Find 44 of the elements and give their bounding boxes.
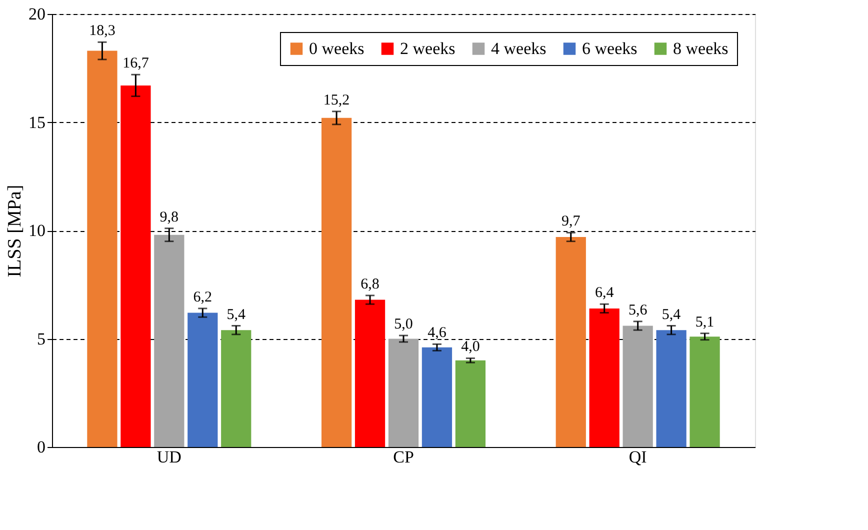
data-label: 5,6 <box>628 302 648 318</box>
x-tick-label: CP <box>393 448 414 466</box>
data-label: 4,6 <box>428 325 447 342</box>
x-tick-label: QI <box>628 448 648 466</box>
data-label: 5,4 <box>226 306 246 323</box>
data-label: 16,7 <box>122 56 150 72</box>
x-tick-label: UD <box>156 448 182 466</box>
legend-label: 8 weeks <box>673 38 728 58</box>
data-label: 5,4 <box>662 306 682 323</box>
bar <box>690 336 720 447</box>
y-tick-label: 10 <box>28 221 46 240</box>
data-label: 5,1 <box>695 314 714 330</box>
legend-label: 0 weeks <box>309 38 364 58</box>
data-label: 15,2 <box>323 92 350 108</box>
bar <box>87 50 118 447</box>
y-tick-label: 15 <box>28 112 46 132</box>
data-label: 5,0 <box>394 316 413 333</box>
legend-label: 2 weeks <box>400 38 456 58</box>
bar <box>120 85 151 447</box>
data-label: 6,2 <box>193 289 212 306</box>
data-label: 9,7 <box>562 214 581 230</box>
y-tick-label: 0 <box>37 438 46 456</box>
legend-label: 4 weeks <box>491 38 546 58</box>
bar <box>455 360 486 447</box>
y-axis-title: ILSS [MPa] <box>4 184 26 278</box>
bar <box>354 300 386 447</box>
legend-label: 6 weeks <box>582 38 638 58</box>
bar <box>188 312 218 447</box>
y-tick-label: 5 <box>37 329 46 348</box>
bar <box>556 236 586 447</box>
data-label: 9,8 <box>160 209 179 226</box>
bar <box>422 347 452 447</box>
bar <box>154 234 184 447</box>
bar <box>656 330 686 447</box>
data-label: 6,4 <box>594 285 614 302</box>
bar <box>622 326 653 447</box>
data-label: 6,8 <box>360 276 380 292</box>
bar <box>388 338 419 447</box>
bar <box>589 308 620 447</box>
bar <box>321 118 352 447</box>
y-tick-label: 20 <box>28 4 46 24</box>
bar <box>221 330 252 447</box>
data-label: 18,3 <box>89 23 116 40</box>
data-label: 4,0 <box>461 339 480 356</box>
